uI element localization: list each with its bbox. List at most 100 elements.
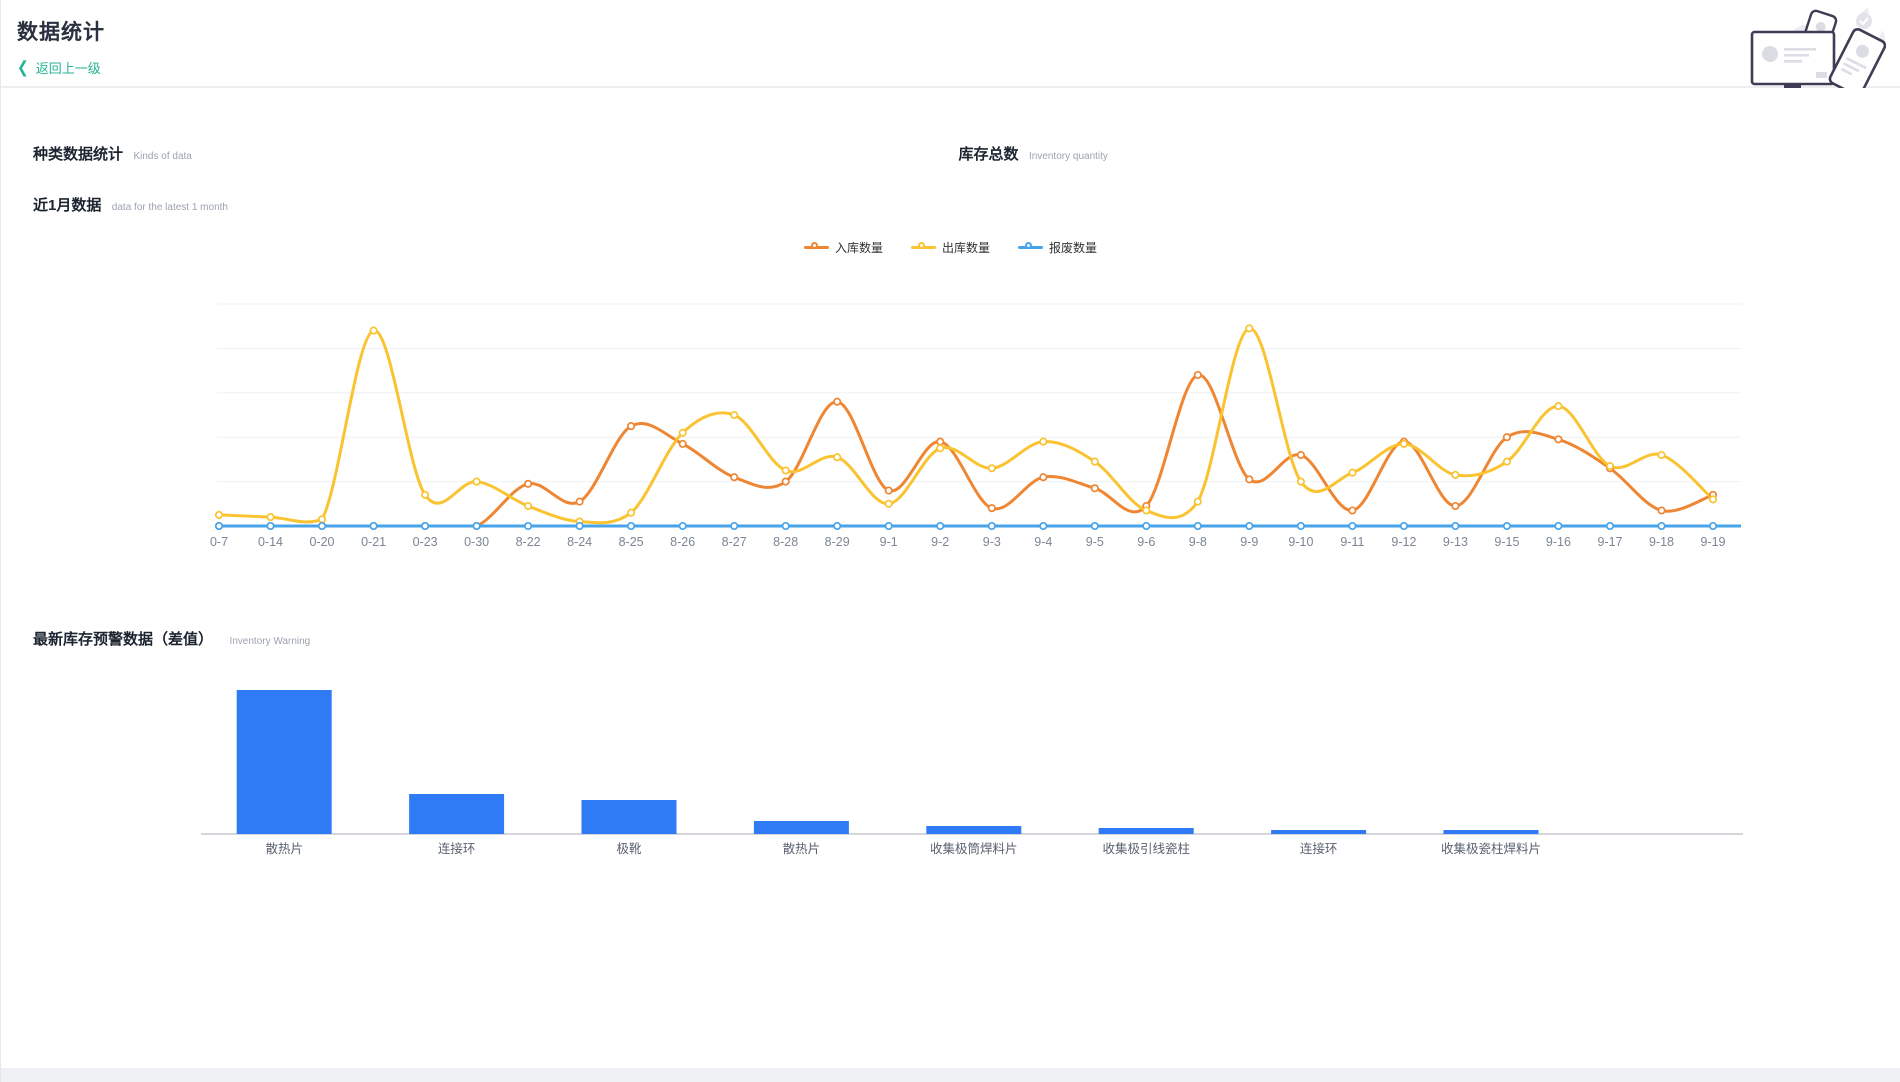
data-point-报废数量 <box>1245 521 1254 531</box>
data-point-报废数量 <box>833 521 842 531</box>
data-point-报废数量 <box>1605 521 1615 531</box>
data-point-出库数量 <box>627 508 636 517</box>
bar-散热片[interactable] <box>236 690 332 834</box>
data-point-报废数量 <box>1451 521 1460 531</box>
x-axis-label: 9-15 <box>1494 535 1519 549</box>
inventory-warning-title: 最新库存预警数据（差值） <box>33 631 214 648</box>
data-point-入库数量 <box>1502 433 1511 442</box>
data-point-入库数量 <box>833 397 842 406</box>
legend-item-inbound[interactable]: 入库数量 <box>803 239 883 256</box>
legend-label-inbound: 入库数量 <box>834 240 883 255</box>
data-point-出库数量 <box>678 428 687 437</box>
bar-连接环[interactable] <box>409 794 505 834</box>
legend-item-scrap[interactable]: 报废数量 <box>1018 239 1097 256</box>
x-axis-label: 8-24 <box>567 535 592 549</box>
x-axis-label: 9-3 <box>983 535 1001 549</box>
data-point-出库数量 <box>214 510 224 519</box>
x-axis-label: 9-11 <box>1340 535 1364 549</box>
x-axis-label: 8-25 <box>619 535 644 549</box>
data-point-入库数量 <box>1245 475 1254 484</box>
x-axis-label: 9-19 <box>1700 535 1725 549</box>
latest-month-section: 近1月数据 data for the latest 1 month <box>1 194 1900 215</box>
chart-legend: 入库数量 出库数量 报废数量 <box>1 237 1900 257</box>
data-point-入库数量 <box>524 479 533 488</box>
back-link[interactable]: ❮ 返回上一级 <box>17 58 101 77</box>
inbound-line-marker-icon <box>803 241 829 253</box>
bar-label: 极靴 <box>616 842 642 856</box>
data-point-入库数量 <box>1348 506 1357 515</box>
bar-收集极瓷柱焊料片[interactable] <box>1443 830 1539 834</box>
bar-label: 连接环 <box>1300 841 1338 856</box>
line-chart[interactable]: 0-7 0-14 0-20 0-21 0-23 0-30 8-22 8-24 8-25 8-26 8… <box>1 262 1900 562</box>
data-point-出库数量 <box>1193 497 1202 506</box>
bar-收集极引线瓷柱[interactable] <box>1098 828 1194 834</box>
page-header: 数据统计 ❮ 返回上一级 <box>1 0 1900 96</box>
data-point-报废数量 <box>884 521 893 531</box>
data-point-报废数量 <box>214 521 224 531</box>
data-point-报废数量 <box>781 521 790 531</box>
data-point-出库数量 <box>884 499 893 508</box>
bar-极靴[interactable] <box>581 800 677 834</box>
bar-散热片[interactable] <box>753 821 849 834</box>
data-point-入库数量 <box>627 422 636 431</box>
x-axis-label: 9-9 <box>1240 535 1258 549</box>
data-point-出库数量 <box>1451 470 1460 479</box>
x-axis-label: 8-29 <box>825 535 850 549</box>
data-point-入库数量 <box>1090 484 1099 493</box>
data-point-出库数量 <box>317 515 327 524</box>
x-axis-label: 9-17 <box>1597 535 1622 549</box>
data-point-报废数量 <box>1502 521 1511 531</box>
data-point-出库数量 <box>1502 457 1511 466</box>
kinds-of-data-title: 种类数据统计 <box>33 146 124 163</box>
data-point-报废数量 <box>1090 521 1099 531</box>
chevron-left-icon: ❮ <box>17 57 29 77</box>
section-titles-row: 种类数据统计 Kinds of data 库存总数 Inventory quan… <box>1 143 1900 164</box>
data-point-报废数量 <box>1399 521 1408 531</box>
data-point-报废数量 <box>369 521 378 531</box>
back-link-label: 返回上一级 <box>35 61 101 76</box>
x-axis-label: 9-6 <box>1137 535 1155 549</box>
data-point-出库数量 <box>421 490 430 499</box>
data-point-报废数量 <box>987 521 996 531</box>
card-illustration <box>1828 27 1886 96</box>
data-point-入库数量 <box>1657 506 1666 515</box>
kinds-of-data-section: 种类数据统计 Kinds of data <box>1 143 951 164</box>
bar-label: 收集极瓷柱焊料片 <box>1441 841 1541 856</box>
data-point-入库数量 <box>936 437 945 446</box>
monitor-illustration <box>1750 30 1836 96</box>
data-point-出库数量 <box>987 464 996 473</box>
x-axis-label: 0-7 <box>210 535 228 549</box>
bar-chart[interactable]: 散热片 连接环 极靴 散热片 收集极筒焊料片 收集极引线瓷柱 连接环 收集极瓷柱焊料片 <box>1 669 1900 869</box>
bar-收集极筒焊料片[interactable] <box>926 826 1022 834</box>
check-badge-icon <box>1856 13 1872 29</box>
x-axis-label: 0-21 <box>361 535 386 549</box>
scrap-line-marker-icon <box>1018 241 1043 253</box>
bar-label: 散热片 <box>783 841 821 856</box>
x-axis-label: 9-1 <box>880 535 898 549</box>
data-point-出库数量 <box>1605 462 1615 471</box>
data-point-报废数量 <box>472 521 481 531</box>
data-point-入库数量 <box>1451 501 1460 511</box>
legend-item-outbound[interactable]: 出库数量 <box>910 239 990 256</box>
bar-label: 连接环 <box>438 841 476 856</box>
x-axis-label: 0-30 <box>464 535 489 549</box>
legend-label-outbound: 出库数量 <box>941 240 990 255</box>
data-point-出库数量 <box>472 477 481 486</box>
data-point-报废数量 <box>1193 521 1202 531</box>
data-point-入库数量 <box>1554 435 1563 444</box>
series-line-出库数量 <box>217 326 1715 525</box>
data-point-报废数量 <box>936 521 945 531</box>
latest-month-title: 近1月数据 <box>33 197 102 214</box>
latest-month-subtitle: data for the latest 1 month <box>111 202 228 213</box>
data-point-出库数量 <box>1296 477 1305 486</box>
data-point-报废数量 <box>1708 521 1718 531</box>
x-axis-label: 9-4 <box>1034 535 1052 549</box>
bar-连接环[interactable] <box>1271 830 1367 834</box>
data-point-出库数量 <box>1399 439 1408 448</box>
data-point-出库数量 <box>781 466 790 475</box>
data-point-报废数量 <box>678 521 687 531</box>
x-axis-label: 9-10 <box>1288 535 1313 549</box>
x-axis-label: 0-14 <box>258 535 283 549</box>
x-axis-label: 9-5 <box>1086 535 1104 549</box>
bar-label: 散热片 <box>265 841 303 856</box>
